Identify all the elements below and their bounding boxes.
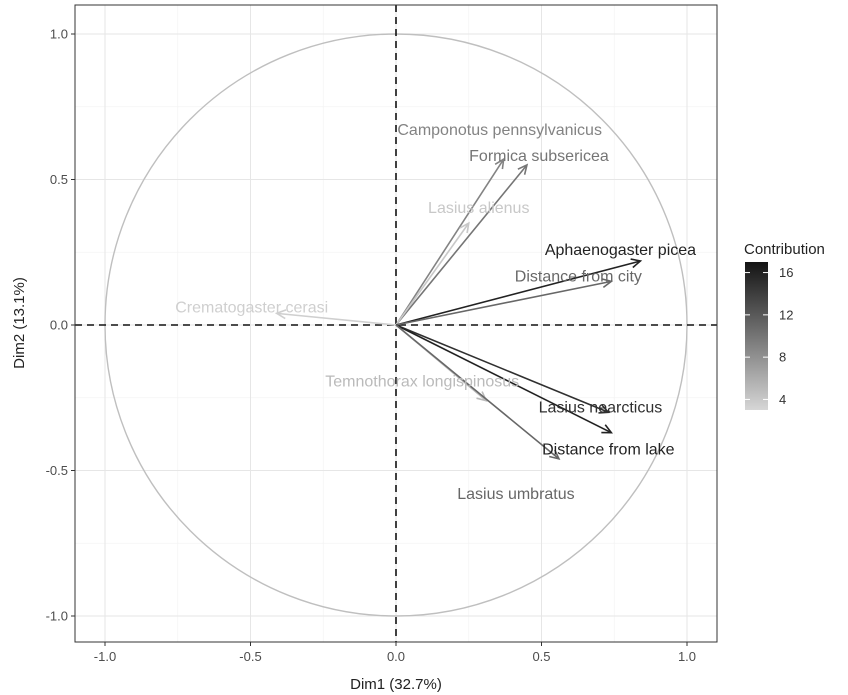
arrow-shaft [395,222,470,326]
arrow-shaft [276,312,397,326]
y-tick-label: 0.0 [50,318,68,333]
arrow-head [494,157,505,170]
variable-labels: Camponotus pennsylvanicus Formica subseri… [175,122,696,503]
legend-colorbar [745,262,768,410]
variable-label: Lasius umbratus [457,486,574,503]
variable-label: Crematogaster cerasi [175,299,328,316]
arrow-shaft [395,280,612,326]
legend-tick-label: 8 [779,350,786,365]
arrow-shaft [395,324,612,434]
variable-label: Lasius nearcticus [539,399,663,416]
arrow-shaft [395,260,641,326]
x-tick-label: 0.5 [532,649,550,664]
variable-label: Aphaenogaster picea [545,242,696,259]
variable-label: Temnothorax longispinosus [325,374,519,391]
x-tick-label: 1.0 [678,649,696,664]
x-tick-label: -1.0 [94,649,116,664]
legend-tick-label: 16 [779,265,793,280]
contribution-legend: Contribution 4 8 12 16 [744,241,825,410]
variable-label: Distance from city [515,268,642,285]
y-axis-title: Dim2 (13.1%) [11,277,28,369]
arrow-head [598,404,611,414]
y-tick-label: -1.0 [46,609,68,624]
variable-label: Lasius alienus [428,200,529,217]
arrow-shaft [395,158,505,326]
arrow-head [601,278,614,289]
y-tick-label: 1.0 [50,27,68,42]
x-tick-label: 0.0 [387,649,405,664]
arrow-shaft [395,164,528,326]
arrow-head [517,163,529,175]
variable-label: Camponotus pennsylvanicus [397,122,602,139]
y-axis-ticks: -1.0 -0.5 0.0 0.5 1.0 [46,27,75,624]
arrow-head [459,221,470,234]
x-axis-ticks: -1.0 -0.5 0.0 0.5 1.0 [94,642,696,664]
arrow-head [630,258,643,269]
arrow-shaft [395,324,609,414]
arrow-head [274,309,287,320]
legend-tick-label: 12 [779,307,793,322]
x-axis-title: Dim1 (32.7%) [350,676,442,693]
arrow-head [476,391,488,402]
variable-label: Formica subsericea [469,148,609,165]
arrow-shaft [395,324,560,460]
arrow-head [549,449,561,461]
x-tick-label: -0.5 [239,649,261,664]
variable-label: Distance from lake [542,442,675,459]
legend-title: Contribution [744,241,825,258]
arrow-head [601,424,613,434]
y-tick-label: 0.5 [50,172,68,187]
legend-ticks: 4 8 12 16 [745,265,793,407]
legend-tick-label: 4 [779,392,786,407]
variable-arrows [274,157,643,461]
y-tick-label: -0.5 [46,463,68,478]
